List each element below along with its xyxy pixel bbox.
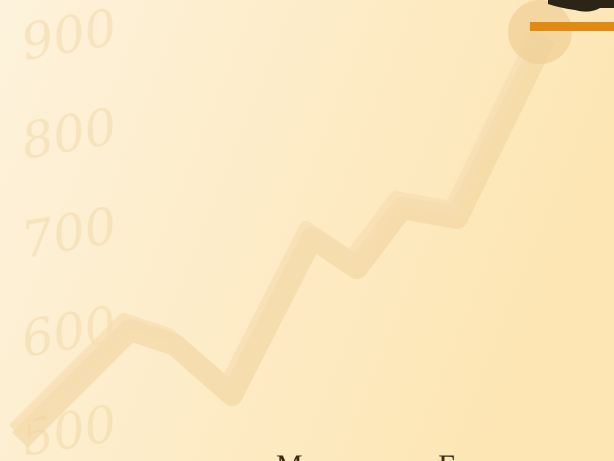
decorative-dot — [508, 0, 572, 64]
footer-text: Ministry of Finance — [276, 449, 541, 461]
cover: 900800700600500 Ministry of Finance — [0, 0, 614, 461]
page: {"background_labels": ["900", "800", "70… — [0, 0, 614, 461]
accent-bar — [530, 22, 614, 31]
